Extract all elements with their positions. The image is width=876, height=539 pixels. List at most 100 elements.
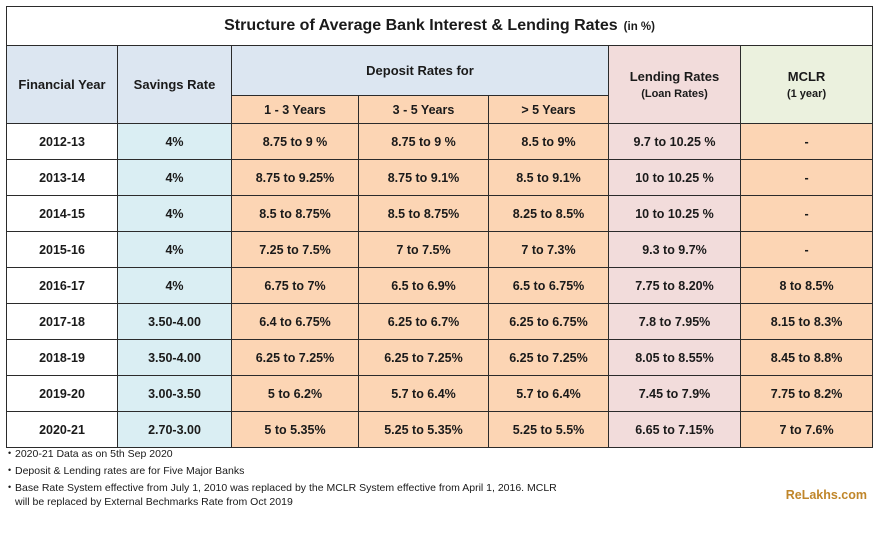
lending-cell: 9.7 to 10.25 % bbox=[608, 123, 741, 160]
table-row: 2020-21 2.70-3.00 5 to 5.35% 5.25 to 5.35% 5… bbox=[6, 411, 874, 448]
table-row: 2017-18 3.50-4.00 6.4 to 6.75% 6.25 to 6.7%… bbox=[6, 303, 874, 340]
deposit-3-5-cell: 8.75 to 9.1% bbox=[358, 159, 489, 196]
mclr-cell: - bbox=[739, 231, 874, 268]
mclr-cell: - bbox=[739, 195, 874, 232]
deposit-1-3-cell: 8.5 to 8.75% bbox=[231, 195, 359, 232]
table-row: 2014-15 4% 8.5 to 8.75% 8.5 to 8.75% 8.25 to… bbox=[6, 195, 874, 232]
footnote: • Base Rate System effective from July 1,… bbox=[8, 481, 568, 509]
title-text: Structure of Average Bank Interest & Len… bbox=[224, 17, 618, 34]
rates-table: Structure of Average Bank Interest & Len… bbox=[5, 6, 874, 448]
brand-watermark: ReLakhs.com bbox=[785, 488, 867, 502]
lending-cell: 10 to 10.25 % bbox=[608, 159, 741, 196]
savings-cell: 4% bbox=[117, 123, 232, 160]
deposit-gt5-cell: 5.25 to 5.5% bbox=[488, 411, 609, 448]
deposit-3-5-cell: 8.75 to 9 % bbox=[358, 123, 489, 160]
year-cell: 2017-18 bbox=[6, 303, 118, 340]
deposit-gt5-cell: 6.25 to 7.25% bbox=[488, 339, 609, 376]
deposit-1-3-cell: 6.25 to 7.25% bbox=[231, 339, 359, 376]
table-title: Structure of Average Bank Interest & Len… bbox=[5, 6, 874, 46]
savings-cell: 2.70-3.00 bbox=[117, 411, 232, 448]
footnote-text: Base Rate System effective from July 1, … bbox=[15, 482, 557, 508]
lending-cell: 7.45 to 7.9% bbox=[608, 375, 741, 412]
table-row: 2013-14 4% 8.75 to 9.25% 8.75 to 9.1% 8.5 to… bbox=[6, 159, 874, 196]
deposit-3-5-cell: 5.7 to 6.4% bbox=[358, 375, 489, 412]
deposit-1-3-cell: 6.4 to 6.75% bbox=[231, 303, 359, 340]
bullet-icon: • bbox=[8, 448, 12, 458]
header-deposit-3-5: 3 - 5 Years bbox=[358, 95, 489, 124]
deposit-gt5-cell: 6.25 to 6.75% bbox=[488, 303, 609, 340]
deposit-gt5-cell: 8.5 to 9.1% bbox=[488, 159, 609, 196]
table-row: 2016-17 4% 6.75 to 7% 6.5 to 6.9% 6.5 to 6.7… bbox=[6, 267, 874, 304]
deposit-3-5-cell: 6.5 to 6.9% bbox=[358, 267, 489, 304]
table-row: 2018-19 3.50-4.00 6.25 to 7.25% 6.25 to 7.2… bbox=[6, 339, 874, 376]
lending-cell: 8.05 to 8.55% bbox=[608, 339, 741, 376]
footnote: • Deposit & Lending rates are for Five Ma… bbox=[8, 464, 568, 478]
deposit-1-3-cell: 8.75 to 9 % bbox=[231, 123, 359, 160]
header-mclr: MCLR (1 year) bbox=[739, 45, 874, 124]
footnote-text: Deposit & Lending rates are for Five Maj… bbox=[15, 465, 245, 477]
deposit-1-3-cell: 7.25 to 7.5% bbox=[231, 231, 359, 268]
lending-cell: 9.3 to 9.7% bbox=[608, 231, 741, 268]
mclr-cell: 8 to 8.5% bbox=[739, 267, 874, 304]
savings-cell: 4% bbox=[117, 159, 232, 196]
bullet-icon: • bbox=[8, 465, 12, 475]
deposit-3-5-cell: 6.25 to 7.25% bbox=[358, 339, 489, 376]
mclr-cell: 8.45 to 8.8% bbox=[739, 339, 874, 376]
header-deposit-rates: Deposit Rates for bbox=[231, 45, 609, 96]
header-deposit-1-3: 1 - 3 Years bbox=[231, 95, 359, 124]
mclr-cell: 7.75 to 8.2% bbox=[739, 375, 874, 412]
mclr-cell: 8.15 to 8.3% bbox=[739, 303, 874, 340]
deposit-gt5-cell: 7 to 7.3% bbox=[488, 231, 609, 268]
table-body: 2012-13 4% 8.75 to 9 % 8.75 to 9 % 8.5 to 9%… bbox=[6, 123, 874, 448]
header-financial-year: Financial Year bbox=[6, 45, 118, 124]
footnote: • 2020-21 Data as on 5th Sep 2020 bbox=[8, 447, 568, 461]
year-cell: 2015-16 bbox=[6, 231, 118, 268]
table-row: 2012-13 4% 8.75 to 9 % 8.75 to 9 % 8.5 to 9%… bbox=[6, 123, 874, 160]
mclr-cell: - bbox=[739, 123, 874, 160]
lending-header-label: Lending Rates bbox=[629, 69, 720, 84]
year-cell: 2016-17 bbox=[6, 267, 118, 304]
footnotes: • 2020-21 Data as on 5th Sep 2020 • Deposi… bbox=[8, 447, 568, 509]
year-cell: 2014-15 bbox=[6, 195, 118, 232]
lending-cell: 7.75 to 8.20% bbox=[608, 267, 741, 304]
deposit-1-3-cell: 5 to 6.2% bbox=[231, 375, 359, 412]
year-cell: 2018-19 bbox=[6, 339, 118, 376]
deposit-3-5-cell: 7 to 7.5% bbox=[358, 231, 489, 268]
savings-cell: 4% bbox=[117, 267, 232, 304]
savings-cell: 3.00-3.50 bbox=[117, 375, 232, 412]
lending-header-sub: (Loan Rates) bbox=[641, 88, 708, 100]
year-cell: 2012-13 bbox=[6, 123, 118, 160]
lending-cell: 6.65 to 7.15% bbox=[608, 411, 741, 448]
deposit-gt5-cell: 6.5 to 6.75% bbox=[488, 267, 609, 304]
deposit-1-3-cell: 6.75 to 7% bbox=[231, 267, 359, 304]
year-cell: 2020-21 bbox=[6, 411, 118, 448]
deposit-1-3-cell: 5 to 5.35% bbox=[231, 411, 359, 448]
savings-cell: 4% bbox=[117, 231, 232, 268]
lending-cell: 10 to 10.25 % bbox=[608, 195, 741, 232]
mclr-cell: - bbox=[739, 159, 874, 196]
bullet-icon: • bbox=[8, 482, 12, 492]
footnote-text: 2020-21 Data as on 5th Sep 2020 bbox=[15, 448, 173, 460]
deposit-gt5-cell: 5.7 to 6.4% bbox=[488, 375, 609, 412]
deposit-gt5-cell: 8.5 to 9% bbox=[488, 123, 609, 160]
mclr-header-sub: (1 year) bbox=[786, 88, 827, 100]
savings-cell: 3.50-4.00 bbox=[117, 303, 232, 340]
mclr-header-label: MCLR bbox=[787, 69, 826, 84]
header-lending-rates: Lending Rates (Loan Rates) bbox=[608, 45, 741, 124]
savings-cell: 4% bbox=[117, 195, 232, 232]
deposit-gt5-cell: 8.25 to 8.5% bbox=[488, 195, 609, 232]
savings-cell: 3.50-4.00 bbox=[117, 339, 232, 376]
deposit-3-5-cell: 8.5 to 8.75% bbox=[358, 195, 489, 232]
header-savings-rate: Savings Rate bbox=[117, 45, 232, 124]
deposit-3-5-cell: 6.25 to 6.7% bbox=[358, 303, 489, 340]
table-row: 2015-16 4% 7.25 to 7.5% 7 to 7.5% 7 to 7.3% 9… bbox=[6, 231, 874, 268]
lending-cell: 7.8 to 7.95% bbox=[608, 303, 741, 340]
deposit-1-3-cell: 8.75 to 9.25% bbox=[231, 159, 359, 196]
table-row: 2019-20 3.00-3.50 5 to 6.2% 5.7 to 6.4% 5.7 … bbox=[6, 375, 874, 412]
title-unit: (in %) bbox=[623, 21, 655, 33]
year-cell: 2019-20 bbox=[6, 375, 118, 412]
deposit-3-5-cell: 5.25 to 5.35% bbox=[358, 411, 489, 448]
year-cell: 2013-14 bbox=[6, 159, 118, 196]
mclr-cell: 7 to 7.6% bbox=[739, 411, 874, 448]
